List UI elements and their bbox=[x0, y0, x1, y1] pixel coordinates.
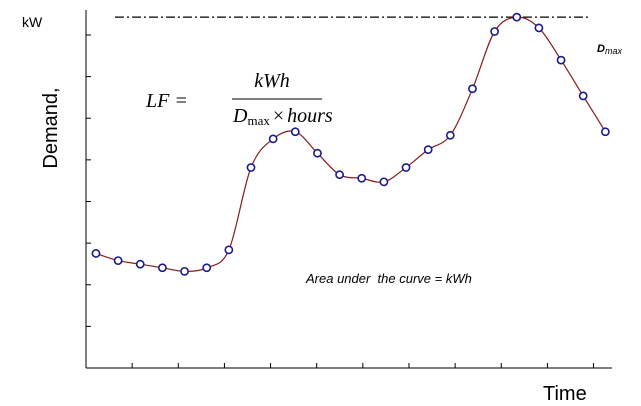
formula-denom-hours: hours bbox=[287, 105, 333, 127]
data-point bbox=[357, 173, 367, 183]
data-point bbox=[556, 55, 566, 65]
formula-denominator: Dmax × hours bbox=[232, 105, 333, 128]
data-point bbox=[202, 263, 212, 273]
data-point bbox=[578, 91, 588, 101]
formula-denom-sub: max bbox=[247, 113, 270, 128]
formula-numerator: kWh bbox=[254, 70, 290, 92]
data-point bbox=[335, 170, 344, 180]
data-point bbox=[313, 148, 322, 158]
data-point bbox=[468, 84, 477, 94]
area-annotation: Area under the curve = kWh bbox=[305, 271, 472, 286]
data-point bbox=[379, 177, 389, 187]
formula-denom-main: D bbox=[232, 105, 248, 127]
formula-lhs: LF = bbox=[145, 90, 188, 112]
demand-curve bbox=[95, 16, 606, 272]
dmax-label: Dmax bbox=[597, 43, 622, 56]
data-point bbox=[91, 249, 101, 258]
y-axis-label: Demand, bbox=[40, 87, 62, 168]
data-point bbox=[135, 259, 145, 269]
data-markers bbox=[91, 12, 610, 276]
data-point bbox=[401, 163, 411, 172]
dmax-label-main: D bbox=[597, 43, 605, 55]
data-point bbox=[224, 245, 234, 255]
axis-ticks bbox=[86, 34, 595, 368]
data-point bbox=[423, 145, 433, 155]
data-point bbox=[445, 130, 455, 140]
data-point bbox=[512, 12, 522, 22]
y-unit-label: kW bbox=[22, 14, 43, 30]
x-axis-label: Time bbox=[543, 383, 587, 405]
data-point bbox=[268, 134, 278, 144]
data-point bbox=[290, 127, 300, 137]
dmax-label-sub: max bbox=[605, 46, 623, 56]
load-factor-formula: LF = kWh Dmax × hours bbox=[145, 70, 333, 128]
data-point bbox=[113, 256, 123, 265]
data-point bbox=[180, 266, 189, 276]
formula-denom-times: × bbox=[273, 105, 284, 127]
data-point bbox=[490, 27, 500, 36]
data-point bbox=[534, 23, 544, 33]
axes bbox=[85, 10, 612, 369]
data-point bbox=[246, 163, 256, 172]
data-point bbox=[158, 263, 167, 273]
data-point bbox=[600, 127, 610, 137]
